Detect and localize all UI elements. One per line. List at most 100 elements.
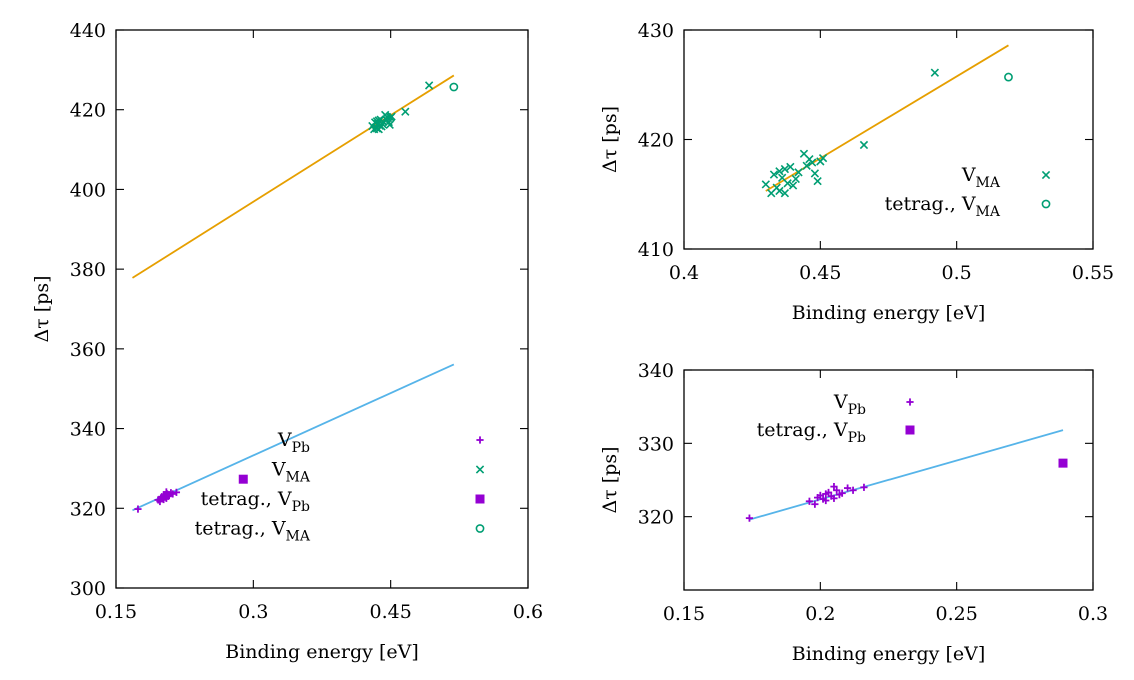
chart-top-right-y-tick-label: 430 [638, 20, 674, 42]
chart-left-tetrag-v-ma-point [449, 82, 459, 92]
chart-top-right-v-ma-point [813, 176, 822, 186]
chart-left-x-tick-label: 0.45 [370, 601, 412, 623]
chart-bottom-right-v-pb-point [822, 496, 830, 505]
chart-top-right-y-tick-label: 410 [638, 239, 674, 261]
chart-bottom-right-v-pb-point [844, 484, 852, 492]
chart-left-panel: 0.15 0.3 0.45 0.6 300 320 340 360 380 400 420 440 Bi… [31, 20, 543, 663]
chart-top-right-v-ma-point [780, 188, 790, 198]
chart-left-fit-pb-line [132, 363, 455, 512]
chart-bottom-right-panel: 0.15 0.2 0.25 0.3 320 330 340 Binding energy [e… [599, 360, 1108, 665]
chart-top-right-legend-marker [1041, 199, 1051, 209]
chart-bottom-right-x-tick-label: 0.2 [805, 603, 835, 625]
chart-top-right-v-ma-point [786, 162, 795, 172]
chart-top-right-x-tick-label: 0.55 [1072, 262, 1114, 284]
chart-left-y-axis-label: Δτ [ps] [31, 275, 53, 342]
chart-left-y-tick-label: 300 [70, 578, 106, 600]
chart-top-right-v-ma-point [761, 180, 770, 189]
chart-bottom-right-v-pb-point [860, 483, 868, 491]
chart-bottom-right-x-axis-label: Binding energy [eV] [792, 643, 986, 665]
chart-left-legend-marker [475, 494, 485, 504]
chart-left-legend-entry: VPb [277, 429, 310, 456]
chart-bottom-right-y-tick-label: 320 [638, 507, 674, 529]
chart-bottom-right-v-pb-point [816, 491, 824, 499]
chart-left-tetrag-v-pb-point [238, 474, 248, 484]
chart-bottom-right-x-tick-label: 0.3 [1078, 603, 1108, 625]
chart-top-right-v-ma-point [783, 179, 792, 188]
chart-top-right-legend-entry: tetrag., VMA [885, 193, 1001, 220]
chart-top-right-v-ma-point [810, 169, 820, 178]
chart-top-right-v-ma-point [775, 186, 784, 196]
chart-left-legend-entry: tetrag., VMA [195, 518, 311, 545]
chart-left-y-tick-label: 420 [70, 100, 106, 122]
chart-top-right-v-ma-point [775, 167, 784, 176]
chart-bottom-right-legend-marker [905, 425, 915, 435]
chart-left-v-pb-point [172, 488, 181, 496]
chart-bottom-right-y-tick-label: 330 [638, 433, 674, 455]
chart-top-right-y-tick-label: 420 [638, 130, 674, 152]
chart-top-right-x-tick-label: 0.5 [942, 262, 972, 284]
chart-bottom-right-plot-frame [683, 369, 1094, 591]
chart-left-x-tick-label: 0.6 [513, 601, 543, 623]
chart-bottom-right-legend-marker [906, 398, 914, 406]
chart-left-v-pb-point [134, 505, 142, 513]
chart-bottom-right-legend-entry: tetrag., VPb [757, 419, 866, 446]
chart-left-y-tick-label: 340 [70, 419, 106, 441]
chart-top-right-panel: 0.4 0.45 0.5 0.55 410 420 430 Binding energy [e… [599, 20, 1114, 324]
chart-top-right-v-ma-point [802, 161, 811, 170]
chart-top-right-v-ma-point [769, 170, 779, 179]
chart-bottom-right-v-pb-point [849, 486, 857, 494]
chart-left-v-ma-point [401, 107, 410, 116]
chart-left-legend-marker [476, 436, 484, 444]
chart-top-right-v-ma-point [818, 153, 828, 163]
chart-bottom-right-y-tick-label: 340 [638, 360, 674, 382]
chart-left-x-tick-label: 0.3 [238, 601, 268, 623]
chart-bottom-right-v-pb-point [830, 483, 838, 491]
chart-left-y-tick-label: 440 [70, 20, 106, 42]
chart-bottom-right-x-tick-label: 0.15 [663, 603, 705, 625]
chart-bottom-right-fit-pb-line [749, 429, 1064, 521]
chart-top-right-v-ma-point [930, 68, 940, 77]
chart-bottom-right-v-pb-point [745, 514, 754, 522]
chart-left-v-ma-point [424, 81, 434, 90]
chart-top-right-x-axis-label: Binding energy [eV] [792, 302, 986, 324]
chart-left-y-tick-label: 360 [70, 339, 106, 361]
chart-left-legend-entry: VMA [271, 459, 311, 486]
chart-top-right-v-ma-point [859, 140, 869, 150]
chart-top-right-y-axis-label: Δτ [ps] [599, 106, 621, 173]
chart-left-legend-entry: tetrag., VPb [201, 488, 310, 515]
chart-top-right-v-ma-point [788, 181, 798, 190]
chart-top-right-v-ma-point [780, 164, 790, 174]
chart-left-v-pb-point [169, 490, 177, 498]
chart-left-y-tick-label: 320 [70, 498, 106, 520]
chart-top-right-plot-frame [683, 29, 1094, 250]
chart-bottom-right-v-pb-point [811, 500, 819, 508]
chart-left-legend-marker [475, 524, 485, 533]
chart-top-right-v-ma-point [807, 158, 817, 167]
chart-top-right-v-ma-point [791, 174, 800, 184]
chart-left-v-ma-point [377, 122, 386, 131]
chart-bottom-right-x-tick-label: 0.25 [936, 603, 978, 625]
chart-top-right-x-tick-label: 0.45 [799, 262, 841, 284]
chart-bottom-right-tetrag-v-pb-point [1058, 458, 1068, 468]
chart-bottom-right-v-pb-point [830, 494, 838, 502]
chart-bottom-right-v-pb-point [833, 486, 841, 494]
chart-left-x-axis-label: Binding energy [eV] [225, 641, 419, 663]
chart-left-v-ma-point [385, 120, 394, 130]
chart-bottom-right-v-pb-point [805, 497, 814, 505]
chart-left-plot-frame [115, 29, 529, 589]
chart-bottom-right-v-pb-point [824, 488, 833, 497]
chart-left-y-tick-label: 400 [70, 179, 106, 201]
chart-top-right-v-ma-point [794, 168, 803, 177]
chart-left-y-tick-label: 380 [70, 259, 106, 281]
chart-bottom-right-v-pb-point [838, 489, 846, 497]
chart-left-legend-marker [475, 465, 485, 474]
chart-left-fit-ma-line [132, 74, 455, 279]
chart-top-right-tetrag-v-ma-point [1004, 72, 1013, 82]
chart-top-right-legend-entry: VMA [961, 164, 1001, 191]
chart-top-right-x-tick-label: 0.4 [669, 262, 699, 284]
chart-left-v-ma-point [387, 112, 396, 121]
